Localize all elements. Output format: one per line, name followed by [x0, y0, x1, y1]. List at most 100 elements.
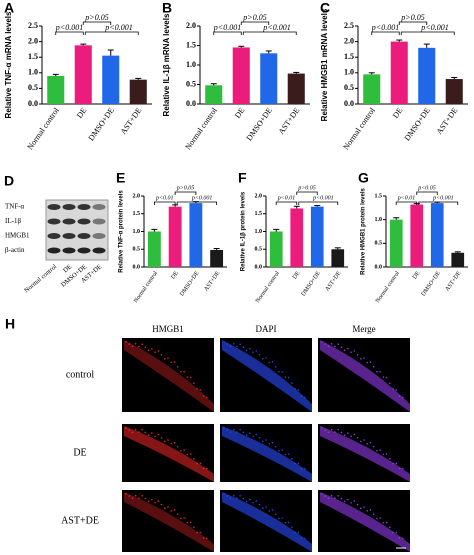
cell-dot	[291, 457, 293, 460]
cell-dot	[281, 370, 283, 373]
cell-dot	[359, 507, 362, 510]
cell-dot	[199, 531, 202, 534]
cell-dot	[163, 357, 166, 360]
tissue-band	[222, 426, 312, 482]
blot-band	[92, 233, 106, 239]
y-tick-label: 2.5	[28, 21, 38, 30]
x-tick-label: Normal control	[133, 270, 159, 304]
blot-band	[47, 204, 61, 210]
cell-dot	[274, 445, 277, 448]
cell-dot	[343, 434, 346, 436]
cell-dot	[151, 498, 153, 501]
cell-dot	[398, 395, 401, 397]
cell-dot	[327, 431, 330, 434]
blot-band	[77, 247, 91, 254]
cell-dot	[382, 453, 385, 456]
bar	[363, 74, 381, 104]
x-tick-label: AST+DE	[277, 106, 302, 136]
channel-label: Merge	[352, 324, 375, 334]
lane-label: Normal control	[23, 263, 58, 294]
y-tick-label: 0.5	[255, 247, 263, 253]
cell-dot	[330, 428, 333, 431]
cell-dot	[245, 349, 248, 352]
cell-dot	[347, 432, 349, 434]
significance-label: p<0.01	[397, 195, 416, 201]
cell-dot	[347, 347, 349, 350]
y-tick-label: 2.0	[28, 36, 38, 45]
cell-dot	[261, 507, 264, 510]
cell-dot	[379, 449, 381, 451]
cell-dot	[353, 350, 356, 352]
tissue-band	[320, 340, 410, 412]
bar	[189, 203, 203, 267]
cell-dot	[297, 462, 300, 465]
cell-dot	[199, 462, 202, 465]
cell-dot	[376, 450, 378, 452]
cell-dot	[297, 389, 300, 391]
cell-dot	[138, 345, 140, 348]
cell-dot	[300, 467, 303, 470]
cell-dot	[330, 494, 333, 497]
cell-dot	[180, 450, 182, 452]
cell-dot	[183, 449, 185, 451]
cell-dot	[131, 345, 134, 348]
cell-dot	[144, 497, 147, 500]
cell-dot	[193, 382, 195, 384]
cell-dot	[274, 513, 277, 515]
significance-label: p>0.05	[297, 185, 316, 191]
cell-dot	[229, 497, 232, 500]
x-tick-label: DMSO+DE	[301, 270, 323, 297]
x-tick-label: AST+DE	[445, 270, 463, 292]
bar	[205, 85, 223, 104]
cell-dot	[324, 343, 327, 345]
cell-dot	[199, 389, 202, 391]
protein-label: β-actin	[5, 246, 25, 254]
significance-label: p<0.01	[155, 195, 174, 201]
blot-band	[77, 218, 91, 225]
cell-dot	[176, 365, 179, 368]
cell-dot	[255, 433, 258, 436]
cell-dot	[226, 343, 229, 345]
cell-dot	[128, 429, 131, 431]
cell-dot	[229, 345, 232, 348]
tissue-band	[124, 340, 214, 412]
significance-label: p>0.05	[242, 13, 266, 22]
cell-dot	[144, 346, 147, 348]
x-tick-label: Normal control	[255, 270, 281, 304]
cell-dot	[160, 437, 163, 439]
channel-label: DAPI	[255, 324, 276, 334]
cell-dot	[281, 517, 283, 519]
cell-dot	[183, 370, 185, 373]
x-tick-label: DE	[170, 270, 180, 280]
cell-dot	[321, 341, 323, 343]
x-tick-label: DMSO+DE	[245, 106, 274, 143]
cell-dot	[232, 342, 235, 345]
cell-dot	[170, 442, 173, 445]
cell-dot	[271, 441, 274, 444]
x-tick-label: Normal control	[183, 105, 219, 151]
protein-label: HMGB1	[5, 232, 30, 240]
cell-dot	[154, 501, 156, 504]
cell-dot	[379, 370, 381, 373]
tissue-band	[320, 426, 410, 482]
y-tick-label: 1.5	[133, 211, 141, 217]
cell-dot	[395, 462, 398, 465]
y-tick-label: 1.0	[255, 229, 263, 235]
bar	[147, 231, 161, 267]
cell-dot	[334, 431, 336, 433]
y-axis-label: Relative TNF-α mRNA levels	[4, 11, 13, 118]
cell-dot	[385, 376, 388, 379]
cell-dot	[337, 343, 339, 346]
cell-dot	[193, 526, 195, 529]
cell-dot	[138, 431, 140, 433]
y-tick-label: 0.5	[186, 79, 196, 88]
y-tick-label: 2.0	[186, 21, 196, 30]
x-tick-label: Normal control	[25, 105, 61, 151]
cell-dot	[356, 503, 359, 506]
cell-dot	[261, 440, 264, 443]
bar	[74, 45, 92, 104]
group-label: DE	[73, 447, 86, 458]
group-label: control	[66, 369, 95, 380]
cell-dot	[189, 521, 192, 524]
y-tick-label: 2.5	[344, 21, 354, 30]
